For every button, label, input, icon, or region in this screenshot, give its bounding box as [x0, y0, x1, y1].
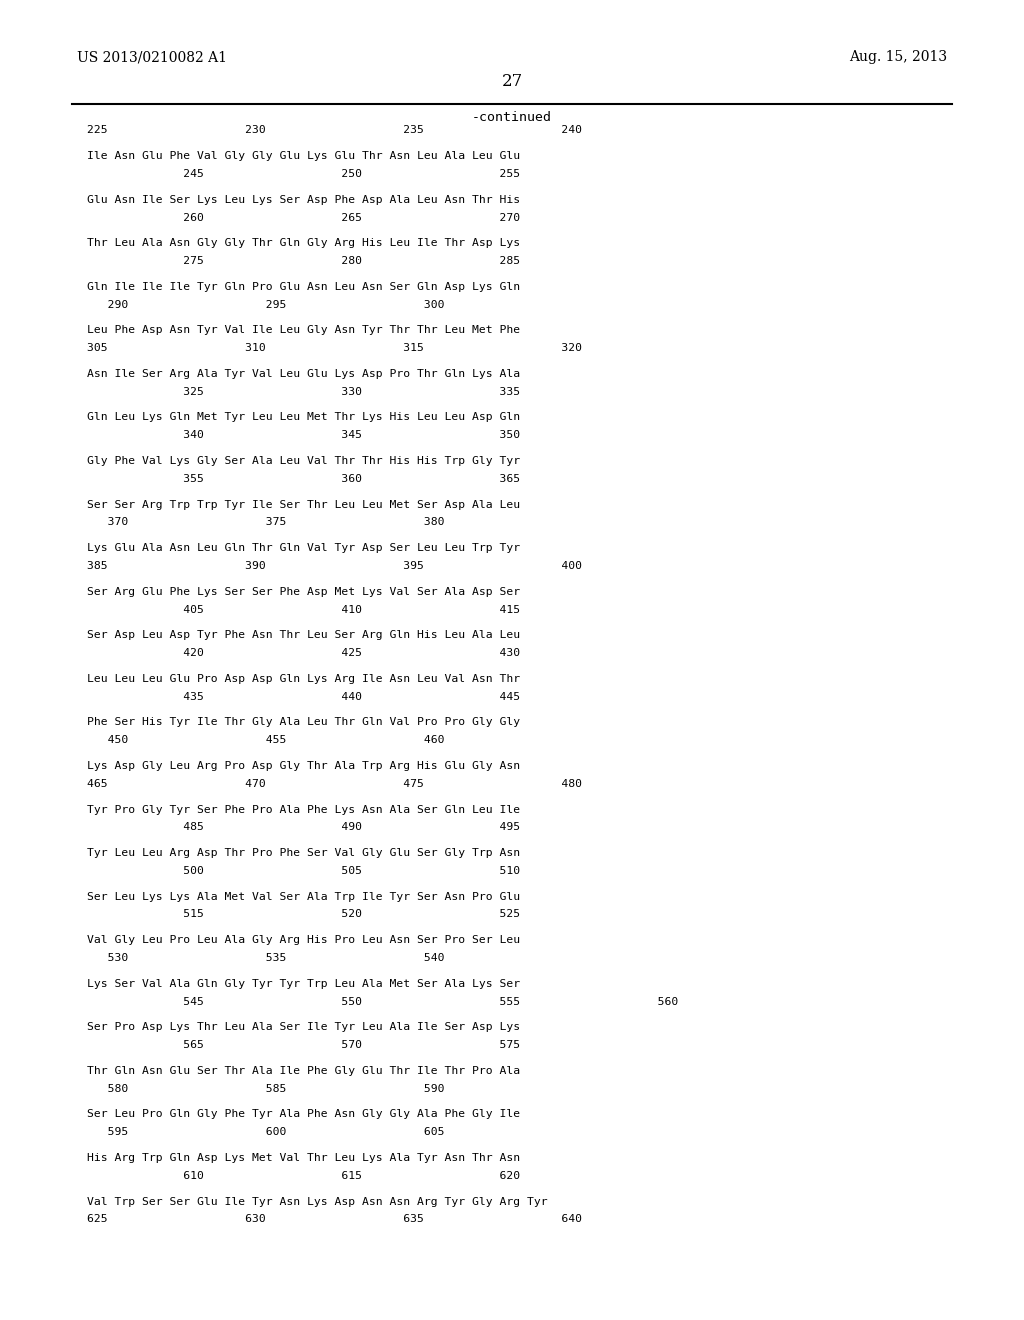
Text: Aug. 15, 2013: Aug. 15, 2013 — [849, 50, 947, 65]
Text: Ser Arg Glu Phe Lys Ser Ser Phe Asp Met Lys Val Ser Ala Asp Ser: Ser Arg Glu Phe Lys Ser Ser Phe Asp Met … — [87, 586, 520, 597]
Text: Tyr Leu Leu Arg Asp Thr Pro Phe Ser Val Gly Glu Ser Gly Trp Asn: Tyr Leu Leu Arg Asp Thr Pro Phe Ser Val … — [87, 847, 520, 858]
Text: US 2013/0210082 A1: US 2013/0210082 A1 — [77, 50, 226, 65]
Text: Gly Phe Val Lys Gly Ser Ala Leu Val Thr Thr His His Trp Gly Tyr: Gly Phe Val Lys Gly Ser Ala Leu Val Thr … — [87, 455, 520, 466]
Text: Phe Ser His Tyr Ile Thr Gly Ala Leu Thr Gln Val Pro Pro Gly Gly: Phe Ser His Tyr Ile Thr Gly Ala Leu Thr … — [87, 717, 520, 727]
Text: 290                    295                    300: 290 295 300 — [87, 300, 444, 310]
Text: Lys Asp Gly Leu Arg Pro Asp Gly Thr Ala Trp Arg His Glu Gly Asn: Lys Asp Gly Leu Arg Pro Asp Gly Thr Ala … — [87, 760, 520, 771]
Text: 340                    345                    350: 340 345 350 — [87, 430, 520, 441]
Text: 385                    390                    395                    400: 385 390 395 400 — [87, 561, 582, 572]
Text: 420                    425                    430: 420 425 430 — [87, 648, 520, 659]
Text: Lys Ser Val Ala Gln Gly Tyr Tyr Trp Leu Ala Met Ser Ala Lys Ser: Lys Ser Val Ala Gln Gly Tyr Tyr Trp Leu … — [87, 978, 520, 989]
Text: Thr Leu Ala Asn Gly Gly Thr Gln Gly Arg His Leu Ile Thr Asp Lys: Thr Leu Ala Asn Gly Gly Thr Gln Gly Arg … — [87, 238, 520, 248]
Text: Ser Ser Arg Trp Trp Tyr Ile Ser Thr Leu Leu Met Ser Asp Ala Leu: Ser Ser Arg Trp Trp Tyr Ile Ser Thr Leu … — [87, 499, 520, 510]
Text: Thr Gln Asn Glu Ser Thr Ala Ile Phe Gly Glu Thr Ile Thr Pro Ala: Thr Gln Asn Glu Ser Thr Ala Ile Phe Gly … — [87, 1065, 520, 1076]
Text: 515                    520                    525: 515 520 525 — [87, 909, 520, 920]
Text: Val Trp Ser Ser Glu Ile Tyr Asn Lys Asp Asn Asn Arg Tyr Gly Arg Tyr: Val Trp Ser Ser Glu Ile Tyr Asn Lys Asp … — [87, 1196, 548, 1206]
Text: 625                    630                    635                    640: 625 630 635 640 — [87, 1214, 582, 1225]
Text: His Arg Trp Gln Asp Lys Met Val Thr Leu Lys Ala Tyr Asn Thr Asn: His Arg Trp Gln Asp Lys Met Val Thr Leu … — [87, 1152, 520, 1163]
Text: 370                    375                    380: 370 375 380 — [87, 517, 444, 528]
Text: Gln Leu Lys Gln Met Tyr Leu Leu Met Thr Lys His Leu Leu Asp Gln: Gln Leu Lys Gln Met Tyr Leu Leu Met Thr … — [87, 412, 520, 422]
Text: 225                    230                    235                    240: 225 230 235 240 — [87, 125, 582, 136]
Text: 435                    440                    445: 435 440 445 — [87, 692, 520, 702]
Text: Asn Ile Ser Arg Ala Tyr Val Leu Glu Lys Asp Pro Thr Gln Lys Ala: Asn Ile Ser Arg Ala Tyr Val Leu Glu Lys … — [87, 368, 520, 379]
Text: 500                    505                    510: 500 505 510 — [87, 866, 520, 876]
Text: 275                    280                    285: 275 280 285 — [87, 256, 520, 267]
Text: 27: 27 — [502, 73, 522, 90]
Text: 245                    250                    255: 245 250 255 — [87, 169, 520, 180]
Text: Gln Ile Ile Ile Tyr Gln Pro Glu Asn Leu Asn Ser Gln Asp Lys Gln: Gln Ile Ile Ile Tyr Gln Pro Glu Asn Leu … — [87, 281, 520, 292]
Text: Lys Glu Ala Asn Leu Gln Thr Gln Val Tyr Asp Ser Leu Leu Trp Tyr: Lys Glu Ala Asn Leu Gln Thr Gln Val Tyr … — [87, 543, 520, 553]
Text: 580                    585                    590: 580 585 590 — [87, 1084, 444, 1094]
Text: 465                    470                    475                    480: 465 470 475 480 — [87, 779, 582, 789]
Text: Ile Asn Glu Phe Val Gly Gly Glu Lys Glu Thr Asn Leu Ala Leu Glu: Ile Asn Glu Phe Val Gly Gly Glu Lys Glu … — [87, 150, 520, 161]
Text: 610                    615                    620: 610 615 620 — [87, 1171, 520, 1181]
Text: 405                    410                    415: 405 410 415 — [87, 605, 520, 615]
Text: Ser Pro Asp Lys Thr Leu Ala Ser Ile Tyr Leu Ala Ile Ser Asp Lys: Ser Pro Asp Lys Thr Leu Ala Ser Ile Tyr … — [87, 1022, 520, 1032]
Text: Ser Asp Leu Asp Tyr Phe Asn Thr Leu Ser Arg Gln His Leu Ala Leu: Ser Asp Leu Asp Tyr Phe Asn Thr Leu Ser … — [87, 630, 520, 640]
Text: Ser Leu Lys Lys Ala Met Val Ser Ala Trp Ile Tyr Ser Asn Pro Glu: Ser Leu Lys Lys Ala Met Val Ser Ala Trp … — [87, 891, 520, 902]
Text: Tyr Pro Gly Tyr Ser Phe Pro Ala Phe Lys Asn Ala Ser Gln Leu Ile: Tyr Pro Gly Tyr Ser Phe Pro Ala Phe Lys … — [87, 804, 520, 814]
Text: 485                    490                    495: 485 490 495 — [87, 822, 520, 833]
Text: Glu Asn Ile Ser Lys Leu Lys Ser Asp Phe Asp Ala Leu Asn Thr His: Glu Asn Ile Ser Lys Leu Lys Ser Asp Phe … — [87, 194, 520, 205]
Text: 450                    455                    460: 450 455 460 — [87, 735, 444, 746]
Text: Val Gly Leu Pro Leu Ala Gly Arg His Pro Leu Asn Ser Pro Ser Leu: Val Gly Leu Pro Leu Ala Gly Arg His Pro … — [87, 935, 520, 945]
Text: 565                    570                    575: 565 570 575 — [87, 1040, 520, 1051]
Text: 260                    265                    270: 260 265 270 — [87, 213, 520, 223]
Text: 305                    310                    315                    320: 305 310 315 320 — [87, 343, 582, 354]
Text: 545                    550                    555                    560: 545 550 555 560 — [87, 997, 678, 1007]
Text: 595                    600                    605: 595 600 605 — [87, 1127, 444, 1138]
Text: Leu Leu Leu Glu Pro Asp Asp Gln Lys Arg Ile Asn Leu Val Asn Thr: Leu Leu Leu Glu Pro Asp Asp Gln Lys Arg … — [87, 673, 520, 684]
Text: 355                    360                    365: 355 360 365 — [87, 474, 520, 484]
Text: Ser Leu Pro Gln Gly Phe Tyr Ala Phe Asn Gly Gly Ala Phe Gly Ile: Ser Leu Pro Gln Gly Phe Tyr Ala Phe Asn … — [87, 1109, 520, 1119]
Text: Leu Phe Asp Asn Tyr Val Ile Leu Gly Asn Tyr Thr Thr Leu Met Phe: Leu Phe Asp Asn Tyr Val Ile Leu Gly Asn … — [87, 325, 520, 335]
Text: 325                    330                    335: 325 330 335 — [87, 387, 520, 397]
Text: -continued: -continued — [472, 111, 552, 124]
Text: 530                    535                    540: 530 535 540 — [87, 953, 444, 964]
